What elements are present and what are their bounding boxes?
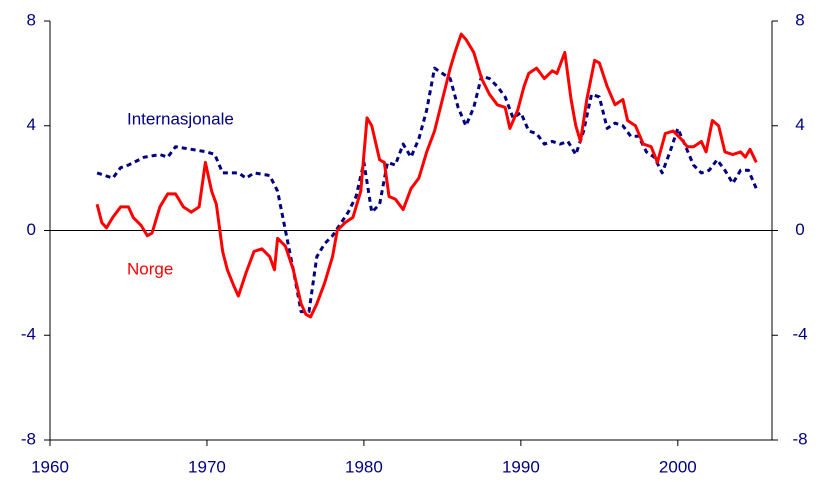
y-tick-label: 8 — [27, 10, 36, 29]
y2-tick-label: 8 — [795, 10, 804, 29]
x-tick-label: 2000 — [659, 457, 697, 476]
y2-tick-label: -4 — [792, 325, 807, 344]
x-tick-label: 1990 — [502, 457, 540, 476]
x-tick-label: 1980 — [345, 457, 383, 476]
series-label: Internasjonale — [127, 109, 234, 128]
series-label: Norge — [127, 259, 173, 278]
y-tick-label: 4 — [27, 115, 36, 134]
series-line — [95, 32, 758, 319]
x-tick-label: 1970 — [188, 457, 226, 476]
y-tick-label: -8 — [21, 429, 36, 448]
y-tick-label: -4 — [21, 325, 36, 344]
y2-tick-label: 0 — [795, 220, 804, 239]
y-tick-label: 0 — [27, 220, 36, 239]
y2-tick-label: -8 — [792, 429, 807, 448]
y2-tick-label: 4 — [795, 115, 804, 134]
x-tick-label: 1960 — [31, 457, 69, 476]
series-line — [96, 66, 758, 314]
